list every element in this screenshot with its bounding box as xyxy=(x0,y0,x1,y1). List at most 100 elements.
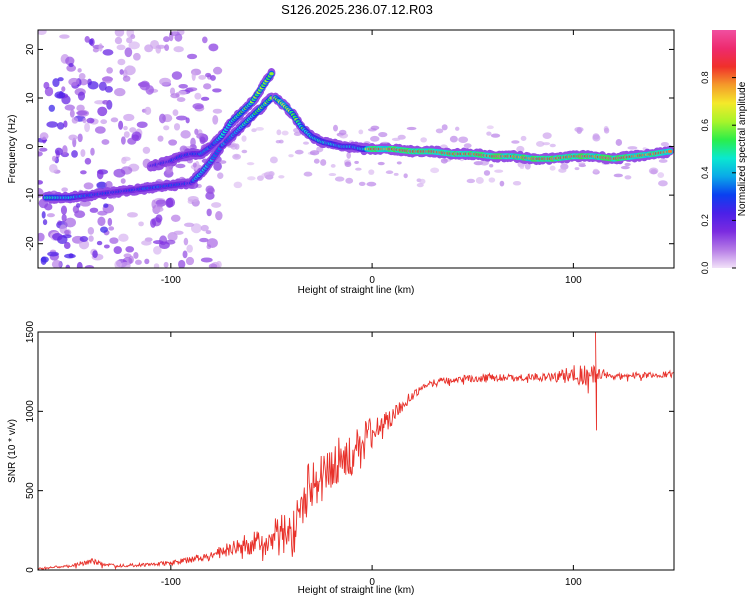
noise-blob xyxy=(114,36,123,45)
noise-blob xyxy=(96,240,103,246)
noise-blob xyxy=(96,169,104,180)
noise-blob xyxy=(120,261,131,268)
figure-title: S126.2025.236.07.12.R03 xyxy=(281,2,433,17)
noise-blob xyxy=(47,251,59,257)
noise-blob xyxy=(117,58,126,66)
noise-blob xyxy=(183,237,189,246)
noise-blob xyxy=(377,161,385,166)
noise-blob xyxy=(157,135,164,142)
colorbar-ticks: 0.0 0.2 0.4 0.6 0.8 xyxy=(700,71,736,274)
noise-blob xyxy=(65,56,75,66)
noise-blob xyxy=(648,167,659,175)
noise-blob xyxy=(159,77,172,86)
noise-blob xyxy=(77,133,83,143)
noise-blob xyxy=(208,43,219,52)
noise-blob xyxy=(658,159,668,163)
noise-blob xyxy=(391,137,401,141)
noise-blob xyxy=(133,252,139,259)
noise-blob xyxy=(358,181,366,186)
noise-blob xyxy=(118,120,124,130)
noise-blob xyxy=(178,259,186,268)
noise-blob xyxy=(92,47,100,53)
noise-blob xyxy=(212,114,219,125)
noise-blob xyxy=(76,110,88,116)
noise-blob xyxy=(169,31,180,36)
noise-blob xyxy=(490,133,501,138)
noise-blob xyxy=(620,165,630,170)
noise-blob xyxy=(186,244,193,253)
noise-blob xyxy=(419,178,426,185)
noise-blob xyxy=(61,213,67,222)
noise-blob xyxy=(194,92,202,100)
noise-blob xyxy=(303,171,313,177)
noise-blob xyxy=(110,117,119,123)
noise-blob xyxy=(123,125,128,131)
noise-blob xyxy=(100,119,108,125)
noise-blob xyxy=(210,75,216,81)
noise-blob xyxy=(118,233,129,242)
noise-blob xyxy=(190,137,196,148)
noise-blob xyxy=(103,244,110,249)
noise-blob xyxy=(38,180,44,185)
noise-blob xyxy=(170,214,181,222)
noise-blob xyxy=(88,235,94,242)
noise-blob xyxy=(486,131,492,136)
noise-blob xyxy=(46,213,55,218)
noise-blob xyxy=(328,173,337,177)
noise-blob xyxy=(219,160,227,164)
noise-blob xyxy=(466,178,476,184)
noise-blob xyxy=(187,195,199,203)
noise-blob xyxy=(263,171,274,179)
noise-blob xyxy=(198,74,207,80)
noise-blob xyxy=(183,222,195,227)
x-tick-label: 0 xyxy=(369,577,375,588)
noise-blob xyxy=(603,127,610,134)
noise-blob xyxy=(142,146,151,154)
noise-blob xyxy=(105,181,113,190)
noise-blob xyxy=(129,127,137,133)
noise-blob xyxy=(133,52,141,61)
noise-blob xyxy=(549,165,556,171)
noise-blob xyxy=(212,108,223,114)
noise-blob xyxy=(44,86,54,97)
noise-blob xyxy=(153,245,162,255)
noise-blob xyxy=(217,172,224,179)
noise-blob xyxy=(39,147,48,152)
noise-blob xyxy=(68,134,78,141)
noise-blob xyxy=(212,66,223,75)
noise-blob xyxy=(499,180,505,187)
noise-blob xyxy=(192,103,204,110)
noise-blob xyxy=(186,53,198,60)
noise-blob xyxy=(84,35,90,43)
noise-blob xyxy=(385,170,394,174)
noise-blob xyxy=(441,124,448,131)
noise-blob xyxy=(211,202,222,208)
snr-series-line xyxy=(38,332,674,570)
colorbar-tick-label: 0.4 xyxy=(700,167,710,180)
noise-blob xyxy=(63,120,68,128)
noise-blob xyxy=(173,46,184,53)
noise-blob xyxy=(153,263,160,268)
noise-blob xyxy=(205,191,215,200)
noise-blob xyxy=(48,104,56,112)
noise-blob xyxy=(212,88,222,93)
noise-blob xyxy=(113,168,126,178)
noise-blob xyxy=(108,226,115,231)
noise-blob xyxy=(370,125,380,131)
noise-blob xyxy=(51,259,63,268)
ridge-main-descending xyxy=(271,92,674,166)
noise-blob xyxy=(293,131,302,137)
noise-blob xyxy=(205,185,215,194)
noise-blob xyxy=(69,109,75,118)
colorbar-tick-label: 0.2 xyxy=(700,214,710,227)
noise-blob xyxy=(102,49,114,56)
noise-blob xyxy=(48,163,58,173)
noise-blob xyxy=(194,128,199,135)
noise-blob xyxy=(84,122,90,133)
noise-blob xyxy=(64,217,77,228)
noise-blob xyxy=(94,100,106,105)
noise-blob xyxy=(77,91,86,101)
noise-blob xyxy=(38,30,47,36)
y-tick-label: 0 xyxy=(25,143,36,149)
noise-blob xyxy=(75,203,81,208)
